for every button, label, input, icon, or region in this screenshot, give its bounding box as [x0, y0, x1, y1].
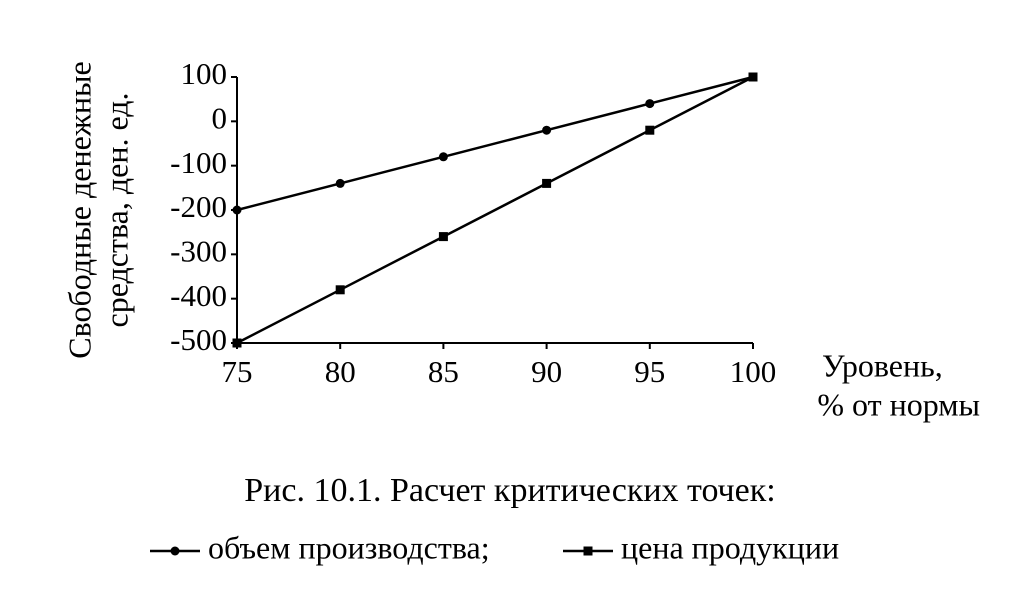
y-axis-label: Свободные денежные: [61, 61, 97, 358]
x-axis-label: % от нормы: [817, 386, 980, 422]
series-line: [236, 75, 754, 345]
y-tick-label: -300: [170, 233, 227, 268]
legend-marker: [583, 546, 593, 556]
marker: [748, 72, 758, 82]
chart-title: Рис. 10.1. Расчет критических точек:: [244, 472, 775, 509]
marker: [438, 232, 448, 242]
y-tick-label: -200: [170, 189, 227, 224]
x-axis-label: Уровень,: [822, 347, 943, 383]
y-tick-label: 100: [181, 56, 228, 91]
legend-marker: [170, 546, 180, 556]
y-tick-label: -500: [170, 322, 227, 357]
marker: [645, 125, 655, 135]
x-tick-label: 90: [531, 354, 562, 389]
marker: [232, 338, 242, 348]
y-tick-label: 0: [212, 100, 228, 135]
y-axis-label: средства, ден. ед.: [98, 92, 134, 327]
x-tick-label: 80: [325, 354, 356, 389]
marker: [438, 152, 448, 162]
x-tick-label: 85: [428, 354, 459, 389]
marker: [645, 99, 655, 109]
x-tick-label: 75: [222, 354, 253, 389]
marker: [335, 285, 345, 295]
x-tick-label: 100: [730, 354, 777, 389]
legend-label: объем производства;: [208, 529, 490, 565]
marker: [335, 178, 345, 188]
y-tick-label: -100: [170, 145, 227, 180]
marker: [542, 178, 552, 188]
series-line: [236, 75, 754, 212]
marker: [232, 205, 242, 215]
x-tick-label: 95: [634, 354, 665, 389]
marker: [542, 125, 552, 135]
legend-label: цена продукции: [621, 529, 839, 565]
y-tick-label: -400: [170, 278, 227, 313]
